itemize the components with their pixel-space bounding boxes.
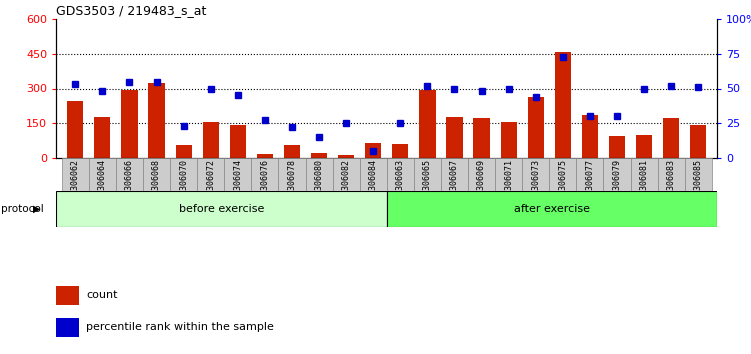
Bar	[252, 158, 279, 191]
Text: GSM306070: GSM306070	[179, 159, 189, 204]
Bar	[658, 158, 685, 191]
Text: GSM306081: GSM306081	[640, 159, 649, 204]
Bar	[392, 144, 409, 158]
Bar	[387, 158, 414, 191]
Text: GSM306064: GSM306064	[98, 159, 107, 204]
Text: GSM306068: GSM306068	[152, 159, 161, 204]
Bar	[419, 90, 436, 158]
Bar	[149, 83, 164, 158]
Text: GSM306082: GSM306082	[342, 159, 351, 204]
Text: GSM306077: GSM306077	[585, 159, 594, 204]
Bar	[663, 118, 680, 158]
Bar	[690, 125, 707, 158]
Text: GSM306074: GSM306074	[234, 159, 243, 204]
Text: GSM306080: GSM306080	[315, 159, 324, 204]
Bar	[56, 191, 387, 227]
Text: GSM306063: GSM306063	[396, 159, 405, 204]
Text: GSM306069: GSM306069	[477, 159, 486, 204]
Text: GSM306085: GSM306085	[694, 159, 703, 204]
Bar	[143, 158, 170, 191]
Bar	[67, 101, 83, 158]
Bar	[203, 122, 219, 158]
Bar	[62, 158, 89, 191]
Text: before exercise: before exercise	[179, 204, 264, 214]
Bar	[338, 155, 354, 158]
Bar	[576, 158, 604, 191]
Bar	[230, 125, 246, 158]
Bar	[446, 117, 463, 158]
Bar	[89, 158, 116, 191]
Bar	[468, 158, 495, 191]
Bar	[414, 158, 441, 191]
Text: GSM306083: GSM306083	[667, 159, 676, 204]
Bar	[225, 158, 252, 191]
Text: GSM306076: GSM306076	[261, 159, 270, 204]
Bar	[473, 118, 490, 158]
Bar	[198, 158, 225, 191]
Bar	[284, 145, 300, 158]
Bar	[387, 191, 717, 227]
Bar	[306, 158, 333, 191]
Bar	[257, 154, 273, 158]
Bar	[685, 158, 712, 191]
Bar	[582, 115, 598, 158]
Bar	[94, 117, 110, 158]
Bar	[176, 145, 192, 158]
Text: GSM306079: GSM306079	[613, 159, 622, 204]
Text: GSM306066: GSM306066	[125, 159, 134, 204]
Text: GSM306065: GSM306065	[423, 159, 432, 204]
Text: GDS3503 / 219483_s_at: GDS3503 / 219483_s_at	[56, 4, 207, 17]
Bar	[365, 143, 382, 158]
Text: protocol: protocol	[1, 204, 44, 214]
Bar	[116, 158, 143, 191]
Bar	[311, 153, 327, 158]
Bar	[360, 158, 387, 191]
Text: GSM306071: GSM306071	[504, 159, 513, 204]
Bar	[528, 97, 544, 158]
Text: GSM306072: GSM306072	[207, 159, 216, 204]
Bar	[555, 52, 571, 158]
Bar	[500, 122, 517, 158]
Bar	[609, 136, 625, 158]
Text: GSM306067: GSM306067	[450, 159, 459, 204]
Text: GSM306075: GSM306075	[558, 159, 567, 204]
Text: after exercise: after exercise	[514, 204, 590, 214]
Bar	[549, 158, 576, 191]
Bar	[604, 158, 631, 191]
Bar	[333, 158, 360, 191]
Text: GSM306084: GSM306084	[369, 159, 378, 204]
Bar	[279, 158, 306, 191]
Bar	[631, 158, 658, 191]
Bar	[495, 158, 522, 191]
Bar	[522, 158, 549, 191]
Bar	[636, 135, 652, 158]
Text: ▶: ▶	[33, 204, 41, 214]
Text: percentile rank within the sample: percentile rank within the sample	[86, 322, 274, 332]
Bar	[441, 158, 468, 191]
Text: GSM306062: GSM306062	[71, 159, 80, 204]
Text: count: count	[86, 290, 118, 300]
Text: GSM306073: GSM306073	[531, 159, 540, 204]
Bar	[56, 318, 79, 337]
Bar	[122, 90, 137, 158]
Bar	[56, 286, 79, 305]
Bar	[170, 158, 198, 191]
Text: GSM306078: GSM306078	[288, 159, 297, 204]
